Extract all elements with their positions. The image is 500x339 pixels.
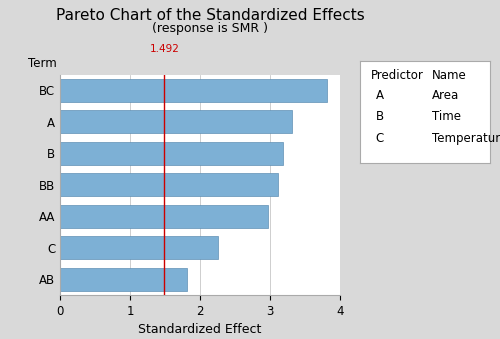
Text: Pareto Chart of the Standardized Effects: Pareto Chart of the Standardized Effects <box>56 8 364 23</box>
Text: Temperature: Temperature <box>432 132 500 145</box>
X-axis label: Standardized Effect: Standardized Effect <box>138 323 262 336</box>
Bar <box>60 79 328 102</box>
Bar <box>60 205 268 227</box>
Text: B: B <box>376 110 384 123</box>
Bar <box>60 174 278 196</box>
Bar <box>60 268 188 291</box>
Text: 1.492: 1.492 <box>150 44 180 54</box>
Bar <box>60 236 218 259</box>
Bar <box>60 142 282 165</box>
Text: C: C <box>376 132 384 145</box>
Text: (response is SMR ): (response is SMR ) <box>152 22 268 35</box>
Text: Area: Area <box>432 89 459 102</box>
Text: Predictor: Predictor <box>370 69 424 82</box>
Text: Name: Name <box>432 69 466 82</box>
Text: A: A <box>376 89 384 102</box>
Bar <box>60 111 292 133</box>
Text: Term: Term <box>28 57 57 70</box>
Text: Time: Time <box>432 110 460 123</box>
